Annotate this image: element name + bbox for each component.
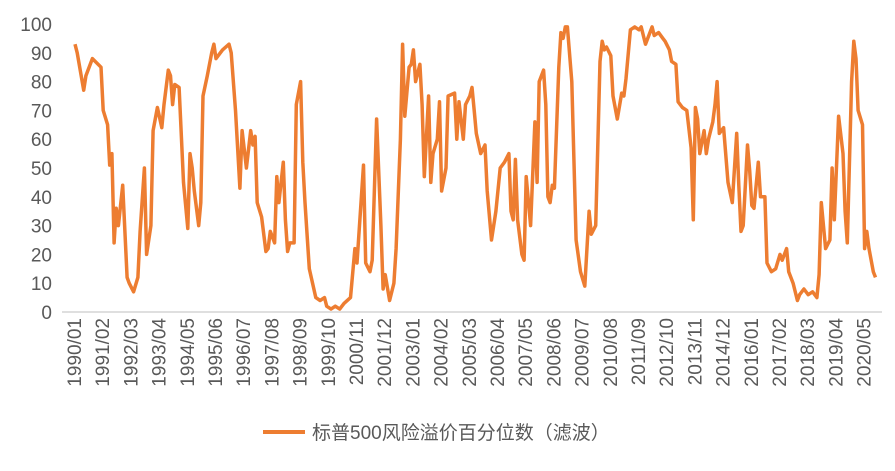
- x-tick-label: 2020/05: [855, 318, 876, 387]
- y-tick-label: 80: [31, 73, 52, 94]
- x-tick-label: 1998/09: [291, 318, 312, 387]
- x-tick-label: 2011/09: [629, 318, 650, 385]
- legend-label: 标普500风险溢价百分位数（滤波）: [312, 422, 610, 444]
- x-tick-label: 1996/07: [234, 318, 255, 387]
- x-tick-label: 2004/02: [432, 318, 453, 387]
- y-tick-label: 10: [31, 274, 52, 295]
- x-tick-label: 2007/05: [516, 318, 537, 387]
- x-tick-label: 1995/06: [206, 318, 227, 387]
- x-tick-label: 2005/03: [460, 318, 481, 387]
- x-tick-label: 2018/03: [798, 318, 819, 387]
- y-tick-label: 0: [41, 303, 52, 324]
- y-tick-label: 90: [31, 44, 52, 65]
- x-tick-label: 1994/05: [178, 318, 199, 387]
- x-tick-label: 1993/04: [150, 318, 171, 387]
- x-tick-label: 2013/11: [685, 318, 706, 385]
- y-tick-label: 100: [20, 15, 52, 36]
- x-tick-label: 2014/12: [714, 318, 735, 387]
- y-tick-label: 70: [31, 101, 52, 122]
- x-tick-label: 2009/07: [573, 318, 594, 387]
- x-tick-label: 1990/01: [65, 318, 86, 387]
- y-tick-label: 50: [31, 159, 52, 180]
- y-tick-label: 40: [31, 188, 52, 209]
- y-tick-label: 60: [31, 130, 52, 151]
- x-tick-label: 2019/04: [826, 318, 847, 387]
- x-tick-label: 2017/02: [770, 318, 791, 387]
- x-tick-label: 2003/01: [403, 318, 424, 387]
- x-tick-label: 1992/03: [121, 318, 142, 387]
- data-line: [73, 25, 878, 311]
- x-tick-label: 1991/02: [93, 318, 114, 387]
- x-tick-label: 2010/08: [601, 318, 622, 387]
- x-tick-label: 1997/08: [262, 318, 283, 387]
- x-tick-label: 2006/04: [488, 318, 509, 387]
- y-tick-label: 20: [31, 245, 52, 266]
- y-tick-label: 30: [31, 217, 52, 238]
- x-tick-label: 2000/11: [347, 318, 368, 385]
- x-tick-label: 2012/10: [657, 318, 678, 387]
- x-tick-label: 1999/10: [319, 318, 340, 387]
- x-tick-label: 2008/06: [544, 318, 565, 387]
- x-tick-label: 2016/01: [742, 318, 763, 387]
- x-tick-label: 2001/12: [375, 318, 396, 387]
